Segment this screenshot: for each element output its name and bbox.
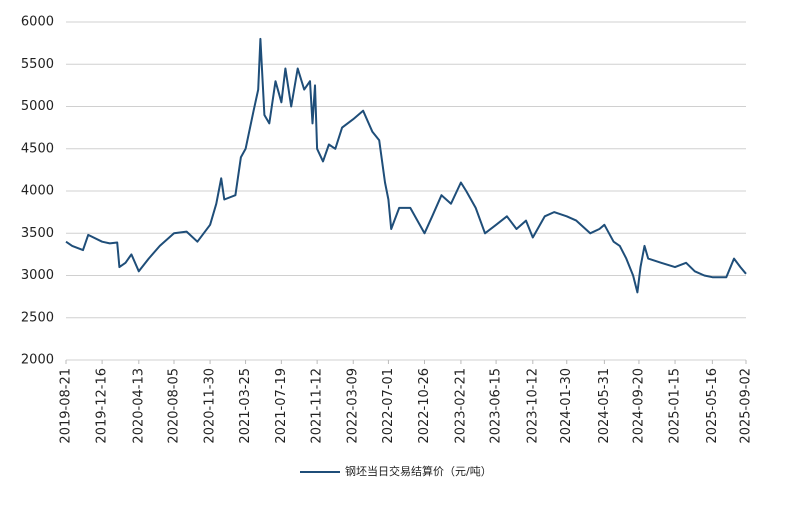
y-tick-label: 4000 xyxy=(21,184,54,199)
x-tick-label: 2021-03-25 xyxy=(238,368,253,444)
x-tick-label: 2022-03-09 xyxy=(346,368,361,444)
y-tick-label: 4500 xyxy=(21,141,54,156)
x-tick-label: 2021-11-12 xyxy=(310,368,325,444)
x-tick-label: 2022-07-01 xyxy=(381,368,396,444)
x-tick-label: 2024-01-30 xyxy=(559,368,574,444)
x-tick-label: 2024-09-20 xyxy=(631,368,646,444)
x-tick-label: 2023-10-12 xyxy=(525,368,540,444)
x-tick-label: 2019-12-16 xyxy=(95,368,110,444)
x-tick-label: 2021-07-19 xyxy=(274,368,289,444)
x-tick-label: 2022-10-26 xyxy=(417,368,432,444)
x-tick-label: 2023-02-21 xyxy=(453,368,468,444)
x-tick-label: 2025-01-15 xyxy=(668,368,683,444)
y-tick-label: 2000 xyxy=(21,353,54,368)
x-tick-label: 2024-05-31 xyxy=(597,368,612,444)
y-tick-label: 5000 xyxy=(21,99,54,114)
x-tick-label: 2025-09-02 xyxy=(739,368,754,444)
y-tick-label: 6000 xyxy=(21,15,54,30)
x-tick-label: 2020-11-30 xyxy=(203,368,218,444)
y-tick-label: 3500 xyxy=(21,226,54,241)
x-tick-label: 2023-06-15 xyxy=(489,368,504,444)
x-tick-label: 2019-08-21 xyxy=(59,368,74,444)
y-tick-label: 3000 xyxy=(21,268,54,283)
x-tick-label: 2025-05-16 xyxy=(705,368,720,444)
x-tick-label: 2020-08-05 xyxy=(166,368,181,444)
y-tick-label: 5500 xyxy=(21,57,54,72)
line-series xyxy=(65,37,747,294)
legend-label: 钢坯当日交易结算价（元/吨） xyxy=(345,464,492,478)
y-tick-label: 2500 xyxy=(21,310,54,325)
x-tick-label: 2020-04-13 xyxy=(131,368,146,444)
